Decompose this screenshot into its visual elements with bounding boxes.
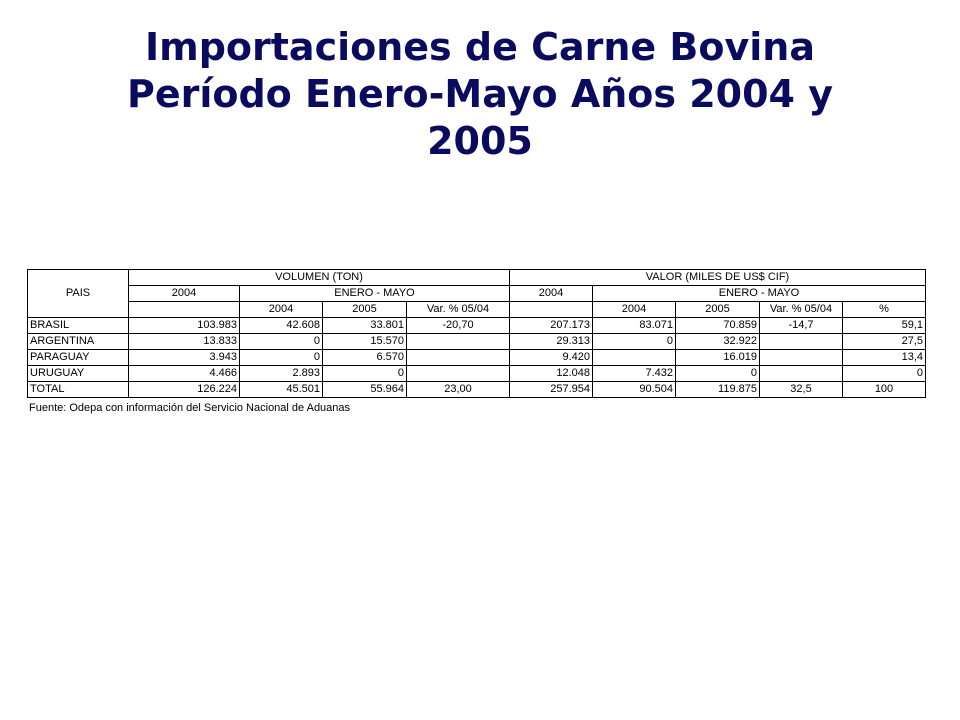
cell-pais: URUGUAY [27, 365, 129, 382]
header-val-sub-2004: 2004 [592, 301, 676, 318]
table-row: BRASIL 103.983 42.608 33.801 -20,70 207.… [27, 317, 926, 334]
cell-vol-em-2005: 6.570 [322, 349, 407, 366]
header-vol-var: Var. % 05/04 [406, 301, 510, 318]
header-volumen-enero-mayo: ENERO - MAYO [239, 285, 510, 302]
cell-vol-em-2005: 55.964 [322, 381, 407, 398]
cell-pais: PARAGUAY [27, 349, 129, 366]
cell-val-em-2004: 83.071 [592, 317, 676, 334]
header-pais: PAIS [27, 269, 129, 318]
header-blank [128, 301, 240, 318]
cell-val-em-2004: 0 [592, 333, 676, 350]
cell-val-2004: 12.048 [509, 365, 593, 382]
cell-val-2004: 257.954 [509, 381, 593, 398]
cell-pct: 59,1 [842, 317, 926, 334]
header-val-sub-2005: 2005 [675, 301, 760, 318]
cell-val-var [759, 349, 843, 366]
cell-pct: 27,5 [842, 333, 926, 350]
cell-val-var: -14,7 [759, 317, 843, 334]
title-line-1: Importaciones de Carne Bovina [144, 25, 815, 69]
header-val-var: Var. % 05/04 [759, 301, 843, 318]
cell-val-em-2005: 70.859 [675, 317, 760, 334]
cell-vol-em-2005: 33.801 [322, 317, 407, 334]
header-pct: % [842, 301, 926, 318]
cell-val-em-2004 [592, 349, 676, 366]
cell-val-em-2005: 32.922 [675, 333, 760, 350]
header-volumen: VOLUMEN (TON) [128, 269, 510, 286]
cell-vol-2004: 4.466 [128, 365, 240, 382]
cell-val-2004: 29.313 [509, 333, 593, 350]
cell-val-2004: 9.420 [509, 349, 593, 366]
cell-pct: 100 [842, 381, 926, 398]
cell-val-em-2005: 16.019 [675, 349, 760, 366]
table-row: ARGENTINA 13.833 0 15.570 29.313 0 32.92… [27, 333, 926, 350]
title-line-3: 2005 [427, 119, 533, 163]
cell-val-em-2005: 119.875 [675, 381, 760, 398]
cell-vol-2004: 126.224 [128, 381, 240, 398]
source-note: Fuente: Odepa con información del Servic… [29, 402, 351, 414]
cell-vol-em-2004: 0 [239, 333, 323, 350]
cell-vol-em-2004: 42.608 [239, 317, 323, 334]
cell-pais: TOTAL [27, 381, 129, 398]
header-vol-sub-2004: 2004 [239, 301, 323, 318]
cell-vol-2004: 13.833 [128, 333, 240, 350]
cell-vol-var [406, 349, 510, 366]
cell-vol-em-2004: 0 [239, 349, 323, 366]
cell-vol-em-2004: 45.501 [239, 381, 323, 398]
header-blank [509, 301, 593, 318]
imports-table: PAIS VOLUMEN (TON) VALOR (MILES DE US$ C… [27, 269, 926, 398]
cell-pais: ARGENTINA [27, 333, 129, 350]
cell-vol-var: 23,00 [406, 381, 510, 398]
header-valor: VALOR (MILES DE US$ CIF) [509, 269, 926, 286]
table-row: PARAGUAY 3.943 0 6.570 9.420 16.019 13,4 [27, 349, 926, 366]
header-volumen-2004: 2004 [128, 285, 240, 302]
cell-val-em-2004: 7.432 [592, 365, 676, 382]
cell-vol-2004: 103.983 [128, 317, 240, 334]
cell-pct: 0 [842, 365, 926, 382]
cell-pct: 13,4 [842, 349, 926, 366]
cell-vol-var [406, 365, 510, 382]
cell-pais: BRASIL [27, 317, 129, 334]
cell-vol-em-2005: 15.570 [322, 333, 407, 350]
cell-val-em-2004: 90.504 [592, 381, 676, 398]
title-line-2: Período Enero-Mayo Años 2004 y [126, 72, 833, 116]
cell-val-em-2005: 0 [675, 365, 760, 382]
table-row: URUGUAY 4.466 2.893 0 12.048 7.432 0 0 [27, 365, 926, 382]
table-row-total: TOTAL 126.224 45.501 55.964 23,00 257.95… [27, 381, 926, 398]
cell-vol-var [406, 333, 510, 350]
header-valor-2004: 2004 [509, 285, 593, 302]
header-vol-sub-2005: 2005 [322, 301, 407, 318]
header-valor-enero-mayo: ENERO - MAYO [592, 285, 926, 302]
page-title: Importaciones de Carne Bovina Período En… [0, 24, 960, 165]
cell-vol-var: -20,70 [406, 317, 510, 334]
cell-vol-2004: 3.943 [128, 349, 240, 366]
cell-vol-em-2004: 2.893 [239, 365, 323, 382]
cell-val-var [759, 365, 843, 382]
cell-val-var [759, 333, 843, 350]
cell-vol-em-2005: 0 [322, 365, 407, 382]
cell-val-var: 32,5 [759, 381, 843, 398]
cell-val-2004: 207.173 [509, 317, 593, 334]
